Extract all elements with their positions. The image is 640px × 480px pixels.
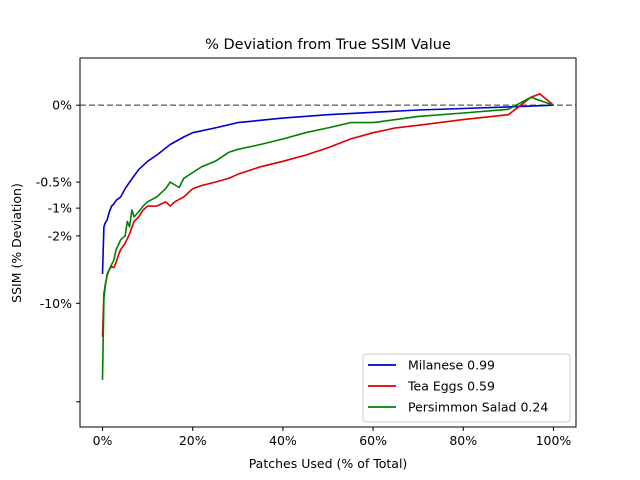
legend-frame — [362, 353, 571, 423]
plot-area: 0% 20% 40% 60% 80% 100% 0% -0.5% -1% -2% -10% — [36, 93, 576, 448]
x-axis-label: Patches Used (% of Total) — [249, 456, 408, 471]
y-tick-label: -2% — [48, 228, 72, 243]
plot-frame — [79, 57, 577, 428]
legend: Milanese 0.99 Tea Eggs 0.59 Persimmon Sala… — [362, 353, 571, 423]
series-line-2 — [101, 93, 555, 337]
x-tick-label: 80% — [449, 433, 477, 448]
y-tick-label: -1% — [48, 201, 72, 216]
x-tick-label: 20% — [179, 433, 207, 448]
y-tick-label: -10% — [40, 296, 72, 311]
y-axis-label: SSIM (% Deviation) — [9, 183, 24, 303]
x-tick-label: 0% — [93, 433, 113, 448]
x-tick-label: 60% — [359, 433, 387, 448]
y-tick-label: -0.5% — [36, 175, 72, 190]
y-tick-label: 0% — [52, 98, 72, 113]
legend-label-2: Tea Eggs 0.59 — [407, 379, 495, 394]
chart-title: % Deviation from True SSIM Value — [205, 37, 451, 53]
x-tick-label: 100% — [536, 433, 572, 448]
series-line-1 — [101, 104, 554, 275]
x-tick-label: 40% — [269, 433, 297, 448]
legend-label-3: Persimmon Salad 0.24 — [408, 400, 548, 415]
series-line-3 — [101, 96, 554, 380]
legend-label-1: Milanese 0.99 — [408, 358, 495, 373]
